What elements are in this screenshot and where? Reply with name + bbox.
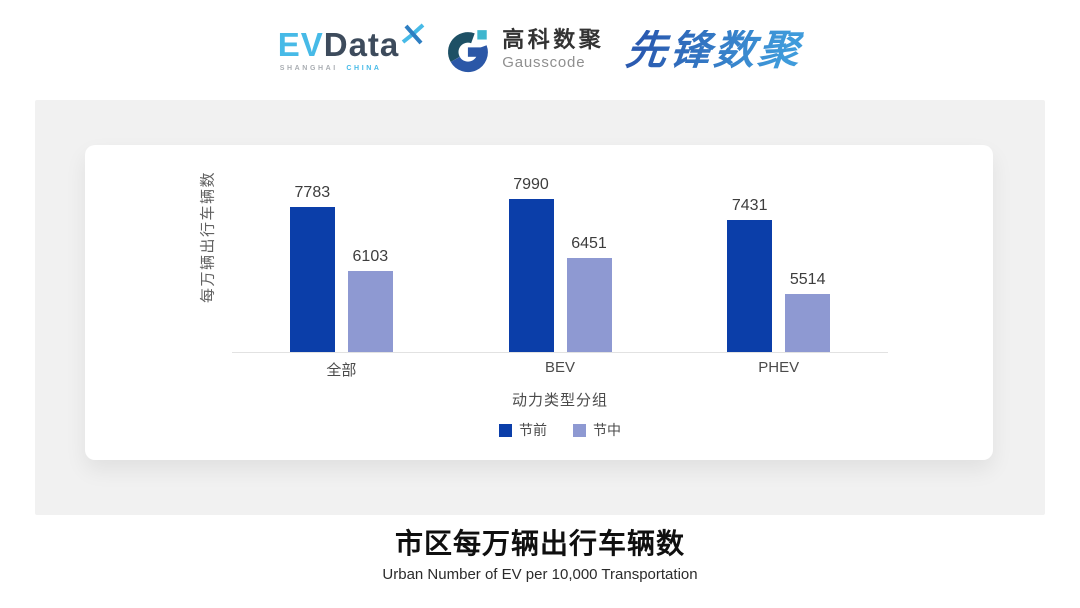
gausscode-logo: 高科数聚 Gausscode xyxy=(447,27,604,73)
bar-value-label: 5514 xyxy=(789,271,826,288)
legend: 节前 节中 xyxy=(232,420,888,440)
legend-item-节中: 节中 xyxy=(573,420,621,440)
header: EV Data SHANGHAI CHINA 高科数聚 Gau xyxy=(0,14,1080,86)
bar-value-label: 6451 xyxy=(571,235,607,252)
evdata-wordmark: EV Data xyxy=(277,23,426,63)
bar-group-PHEV: 7431 5514 xyxy=(669,145,888,352)
bar-wrap-PHEV-节中: 5514 xyxy=(785,271,831,352)
category-label-PHEV: PHEV xyxy=(758,359,800,376)
bar-BEV-节中 xyxy=(566,258,612,352)
bar-group-BEV: 7990 6451 xyxy=(451,145,670,352)
legend-swatch-icon xyxy=(499,423,512,437)
legend-label: 节前 xyxy=(519,422,547,438)
category-label-BEV: BEV xyxy=(545,359,576,376)
chart-subtitle: Urban Number of EV per 10,000 Transporta… xyxy=(382,566,698,583)
x-axis-label: 动力类型分组 xyxy=(511,392,608,409)
bar-value-label: 6103 xyxy=(352,248,389,265)
bar-全部-节前 xyxy=(289,207,335,352)
gausscode-cn-text: 高科数聚 xyxy=(502,27,605,53)
evdata-china-text: CHINA xyxy=(346,65,382,72)
y-axis-label: 每万辆出行车辆数 xyxy=(199,170,217,304)
pioneer-logo: 先锋数聚 xyxy=(623,26,805,73)
evdata-ev-text: EV xyxy=(277,26,324,63)
bar-wrap-BEV-节前: 7990 xyxy=(508,176,554,352)
category-label-全部: 全部 xyxy=(326,362,357,379)
chart-card: 每万辆出行车辆数 7783 6103 7990 6451 7431 5514 全部 BEV P… xyxy=(85,145,993,460)
bar-value-label: 7783 xyxy=(294,184,331,201)
footer: 市区每万辆出行车辆数 Urban Number of EV per 10,000… xyxy=(0,526,1080,584)
plot-area: 7783 6103 7990 6451 7431 5514 xyxy=(232,145,888,353)
legend-item-节前: 节前 xyxy=(499,420,547,440)
bar-PHEV-节中 xyxy=(785,294,831,352)
x-axis-categories: 全部 BEV PHEV xyxy=(232,359,888,380)
evdata-subtext: SHANGHAI CHINA xyxy=(280,65,382,72)
bar-group-全部: 7783 6103 xyxy=(232,145,451,352)
legend-label: 节中 xyxy=(593,422,621,438)
evdata-shanghai-text: SHANGHAI xyxy=(279,65,338,72)
evdata-x-icon xyxy=(402,23,425,45)
bar-wrap-BEV-节中: 6451 xyxy=(566,235,612,352)
bar-全部-节中 xyxy=(347,271,393,352)
gausscode-en-text: Gausscode xyxy=(502,53,586,71)
bar-wrap-全部-节中: 6103 xyxy=(347,248,393,352)
legend-swatch-icon xyxy=(573,423,586,437)
bar-value-label: 7990 xyxy=(513,176,549,193)
bar-wrap-全部-节前: 7783 xyxy=(289,184,335,352)
bar-value-label: 7431 xyxy=(731,197,768,214)
bar-PHEV-节前 xyxy=(727,220,773,352)
gausscode-wordmark: 高科数聚 Gausscode xyxy=(502,28,604,71)
evdata-data-text: Data xyxy=(323,26,400,63)
chart-panel: 每万辆出行车辆数 7783 6103 7990 6451 7431 5514 全部 BEV P… xyxy=(35,100,1045,515)
bar-wrap-PHEV-节前: 7431 xyxy=(727,197,773,352)
evdata-logo: EV Data SHANGHAI CHINA xyxy=(277,23,426,72)
chart-title: 市区每万辆出行车辆数 xyxy=(394,528,685,559)
bar-BEV-节前 xyxy=(508,199,554,352)
gausscode-g-icon xyxy=(448,30,489,73)
